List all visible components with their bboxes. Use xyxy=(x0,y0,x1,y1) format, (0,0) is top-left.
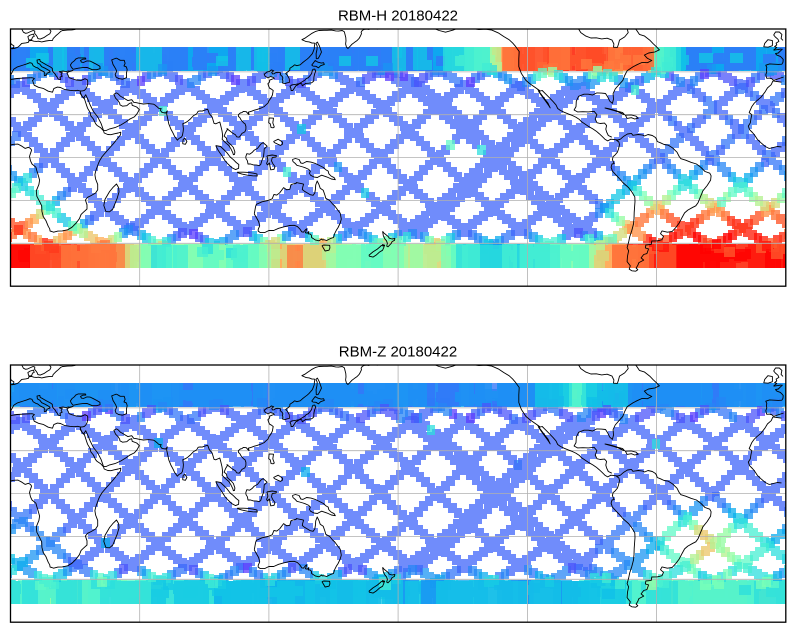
svg-text:RBM-Z 20180422: RBM-Z 20180422 xyxy=(339,344,457,361)
svg-text:RBM-H 20180422: RBM-H 20180422 xyxy=(338,8,458,25)
